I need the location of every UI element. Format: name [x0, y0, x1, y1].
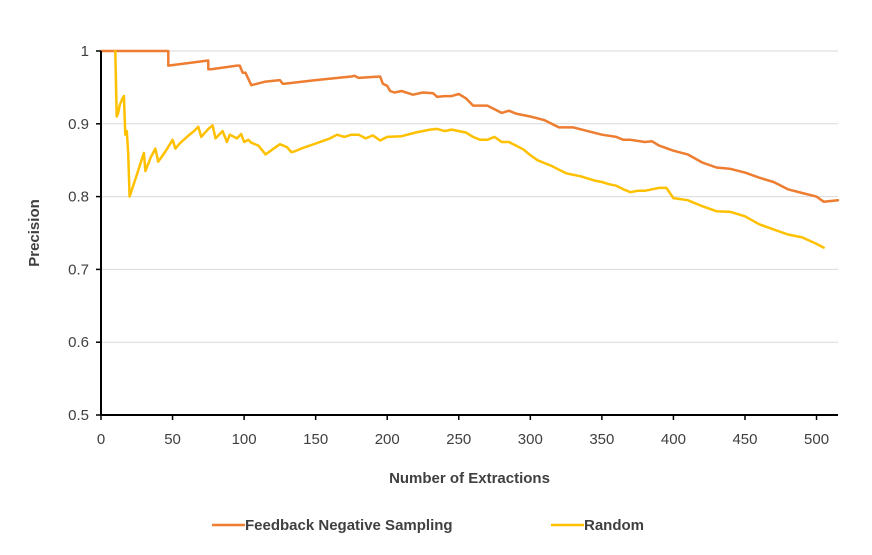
y-tick-label: 0.8 [68, 189, 89, 206]
x-axis-title: Number of Extractions [389, 470, 550, 487]
axes [100, 51, 838, 416]
series-line-random [114, 49, 825, 249]
y-tick-label: 0.9 [68, 116, 89, 133]
legend: Feedback Negative Sampling Random [212, 517, 644, 534]
x-tick-label: 200 [375, 431, 400, 448]
ticks: 0.5 0.6 0.7 0.8 0.9 1 0 50 100 150 200 250 300 350 400… [68, 43, 829, 448]
x-tick-label: 50 [164, 431, 181, 448]
y-tick-label: 0.7 [68, 261, 89, 278]
x-tick-label: 0 [97, 431, 105, 448]
x-tick-label: 250 [446, 431, 471, 448]
y-tick-label: 0.5 [68, 407, 89, 424]
x-tick-label: 300 [518, 431, 543, 448]
x-tick-label: 150 [303, 431, 328, 448]
series-line-feedback-negative-sampling [99, 49, 840, 203]
legend-label-feedback-negative-sampling: Feedback Negative Sampling [245, 517, 453, 534]
x-tick-label: 400 [661, 431, 686, 448]
x-tick-label: 450 [732, 431, 757, 448]
legend-label-random: Random [584, 517, 644, 534]
y-tick-label: 0.6 [68, 334, 89, 351]
x-tick-label: 500 [804, 431, 829, 448]
gridlines [101, 50, 838, 343]
series-layer [99, 49, 840, 249]
y-tick-label: 1 [81, 43, 89, 60]
x-tick-label: 350 [589, 431, 614, 448]
y-axis-title: Precision [26, 199, 43, 267]
x-tick-label: 100 [232, 431, 257, 448]
